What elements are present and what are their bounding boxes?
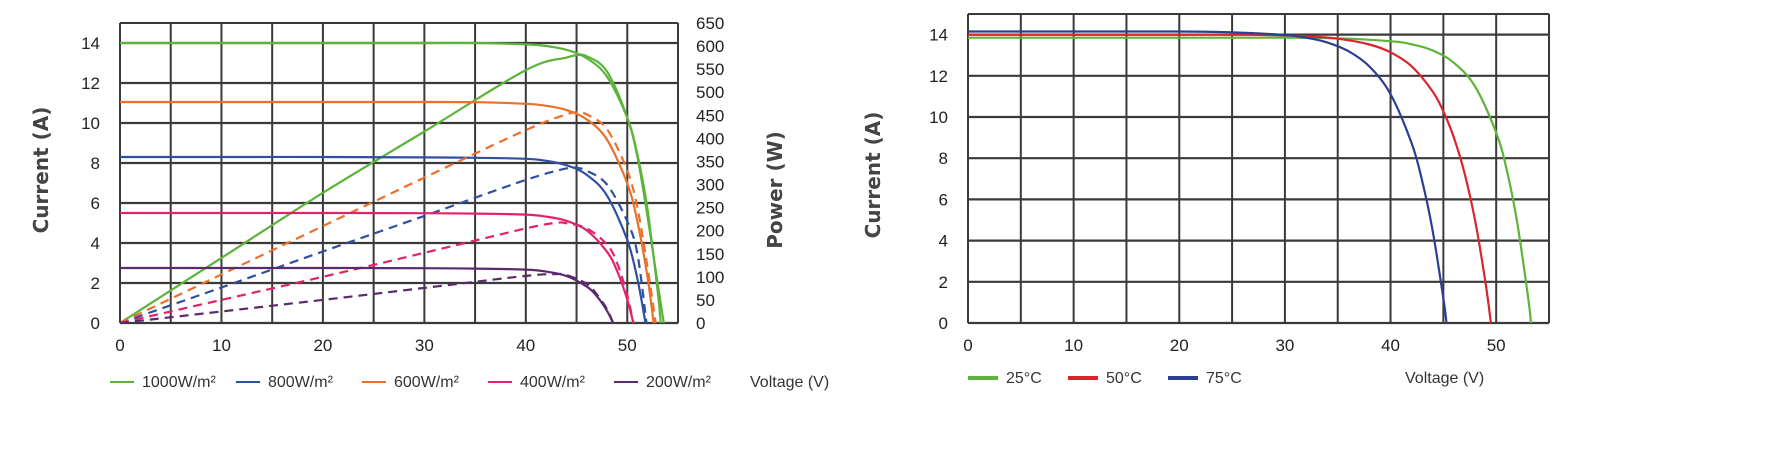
y-tick-label: 14 — [929, 26, 948, 45]
x-tick-label: 10 — [1064, 336, 1083, 355]
current-curve-800wm — [120, 155, 647, 324]
current-curve-75c — [967, 30, 1448, 324]
current-curve-200wm — [120, 266, 615, 324]
y2-tick-label: 600 — [696, 37, 724, 56]
legend-label: 75°C — [1206, 370, 1242, 387]
left-y-axis-label: Current (A) — [29, 107, 53, 234]
legend-label: 50°C — [1106, 370, 1142, 387]
legend-label: 200W/m² — [646, 374, 712, 391]
legend-label: 25°C — [1006, 370, 1042, 387]
y2-tick-label: 650 — [696, 14, 724, 33]
y-tick-label: 4 — [91, 234, 100, 253]
y-tick-label: 12 — [929, 67, 948, 86]
y-tick-label: 14 — [81, 34, 100, 53]
x-tick-label: 40 — [1381, 336, 1400, 355]
power-curve-600wm — [119, 111, 657, 324]
temperature-chart: 0 10 20 30 40 50 0 2 4 6 8 10 12 14 25°C 50°C 75°C — [929, 13, 1550, 387]
y2-tick-label: 50 — [696, 291, 715, 310]
y-tick-label: 2 — [939, 273, 948, 292]
y-tick-label: 12 — [81, 74, 100, 93]
y2-tick-label: 500 — [696, 83, 724, 102]
x-tick-label: 30 — [415, 336, 434, 355]
y2-tick-label: 200 — [696, 222, 724, 241]
y2-tick-label: 250 — [696, 199, 724, 218]
y-tick-label: 10 — [81, 114, 100, 133]
current-curve-50c — [968, 33, 1492, 324]
power-curve-1000wm — [119, 53, 665, 324]
current-curve-25c — [967, 36, 1533, 324]
y2-tick-label: 150 — [696, 245, 724, 264]
power-curve-800wm — [119, 166, 648, 325]
y-tick-label: 2 — [91, 274, 100, 293]
x-tick-label: 0 — [115, 336, 124, 355]
x-tick-label: 0 — [963, 336, 972, 355]
left-y2-axis-label: Power (W) — [763, 131, 787, 249]
power-curve-200wm — [119, 272, 615, 325]
y2-tick-label: 300 — [696, 176, 724, 195]
x-tick-label: 30 — [1275, 336, 1294, 355]
x-tick-label: 50 — [618, 336, 637, 355]
legend-label: 800W/m² — [268, 374, 334, 391]
y-tick-label: 0 — [939, 314, 948, 333]
right-y-axis-label: Current (A) — [861, 112, 885, 239]
y-tick-label: 4 — [939, 232, 948, 251]
y2-tick-label: 550 — [696, 60, 724, 79]
current-curve-1000wm — [119, 41, 662, 324]
y2-tick-label: 450 — [696, 106, 724, 125]
y-tick-label: 8 — [91, 154, 100, 173]
y2-tick-label: 0 — [696, 314, 705, 333]
irradiance-chart: 0 10 20 30 40 5002468101214050100150200250300… — [81, 14, 724, 391]
y-tick-label: 6 — [91, 194, 100, 213]
y-tick-label: 6 — [939, 190, 948, 209]
legend-label: 600W/m² — [394, 374, 460, 391]
y2-tick-label: 400 — [696, 129, 724, 148]
y2-tick-label: 350 — [696, 152, 724, 171]
right-x-axis-label: Voltage (V) — [1405, 370, 1484, 387]
x-tick-label: 50 — [1487, 336, 1506, 355]
x-tick-label: 20 — [313, 336, 332, 355]
power-curve-400wm — [119, 221, 635, 325]
left-x-axis-label: Voltage (V) — [750, 374, 829, 391]
current-curve-400wm — [120, 211, 635, 324]
current-curve-600wm — [120, 100, 655, 324]
legend-label: 400W/m² — [520, 374, 586, 391]
y-tick-label: 8 — [939, 149, 948, 168]
x-tick-label: 40 — [516, 336, 535, 355]
x-tick-label: 20 — [1170, 336, 1189, 355]
y-tick-label: 10 — [929, 108, 948, 127]
x-tick-label: 10 — [212, 336, 231, 355]
y2-tick-label: 100 — [696, 268, 724, 287]
y-tick-label: 0 — [91, 314, 100, 333]
legend-label: 1000W/m² — [142, 374, 216, 391]
